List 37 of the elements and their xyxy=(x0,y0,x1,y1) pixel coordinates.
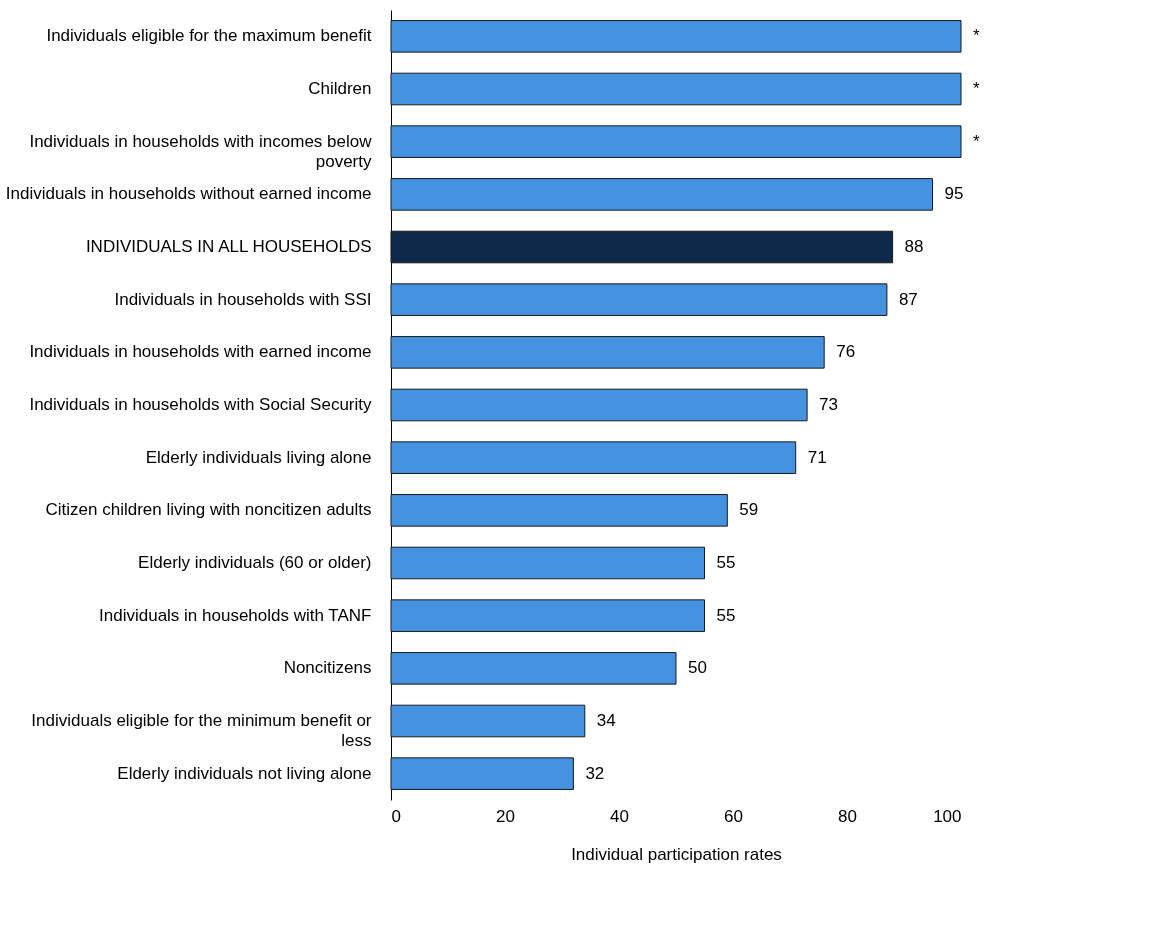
y-tick-label: Individuals in households with incomes below poverty xyxy=(29,131,373,171)
y-tick-label: Elderly individuals (60 or older) xyxy=(138,553,372,572)
data-label: 95 xyxy=(944,184,964,204)
y-tick-label: Children xyxy=(308,79,372,98)
data-label: 88 xyxy=(904,237,924,256)
x-tick-label: 60 xyxy=(724,806,743,826)
data-label: * xyxy=(973,26,980,46)
data-label: 55 xyxy=(716,553,736,572)
y-tick-label: Individuals eligible for the minimum benefit or less xyxy=(31,711,372,750)
y-tick-label: Individuals in households with SSI xyxy=(114,289,372,309)
x-tick-label: 80 xyxy=(838,806,857,826)
x-tick-label: 0 xyxy=(391,806,401,826)
data-label: * xyxy=(973,79,980,98)
data-label: 50 xyxy=(688,658,707,678)
y-tick-label: INDIVIDUALS IN ALL HOUSEHOLDS xyxy=(85,237,372,256)
data-label: 71 xyxy=(807,447,827,467)
y-tick-label: Citizen children living with noncitizen adults xyxy=(45,500,372,520)
data-label: 87 xyxy=(898,289,918,309)
x-axis-title: Individual participation rates xyxy=(571,844,782,864)
data-label: 76 xyxy=(836,342,856,362)
x-tick-label: 100 xyxy=(933,806,962,826)
data-label: 32 xyxy=(585,763,605,783)
data-label: 34 xyxy=(596,711,616,730)
data-label: 59 xyxy=(739,500,759,520)
data-label: 55 xyxy=(716,605,736,625)
y-tick-label: Noncitizens xyxy=(283,658,372,678)
y-tick-label: Elderly individuals not living alone xyxy=(117,763,372,783)
y-tick-label: Individuals in households with TANF xyxy=(99,605,372,625)
y-tick-label: Individuals in households with Social Security xyxy=(29,395,372,414)
y-tick-label: Individuals eligible for the maximum benefit xyxy=(46,26,372,46)
y-tick-label: Individuals in households with earned income xyxy=(29,342,372,362)
y-tick-label: Individuals in households without earned income xyxy=(5,184,372,204)
data-label: * xyxy=(973,131,980,151)
data-label: 73 xyxy=(819,395,839,414)
x-tick-label: 20 xyxy=(496,806,515,826)
x-tick-label: 40 xyxy=(610,806,629,826)
y-tick-label: Elderly individuals living alone xyxy=(145,447,372,467)
